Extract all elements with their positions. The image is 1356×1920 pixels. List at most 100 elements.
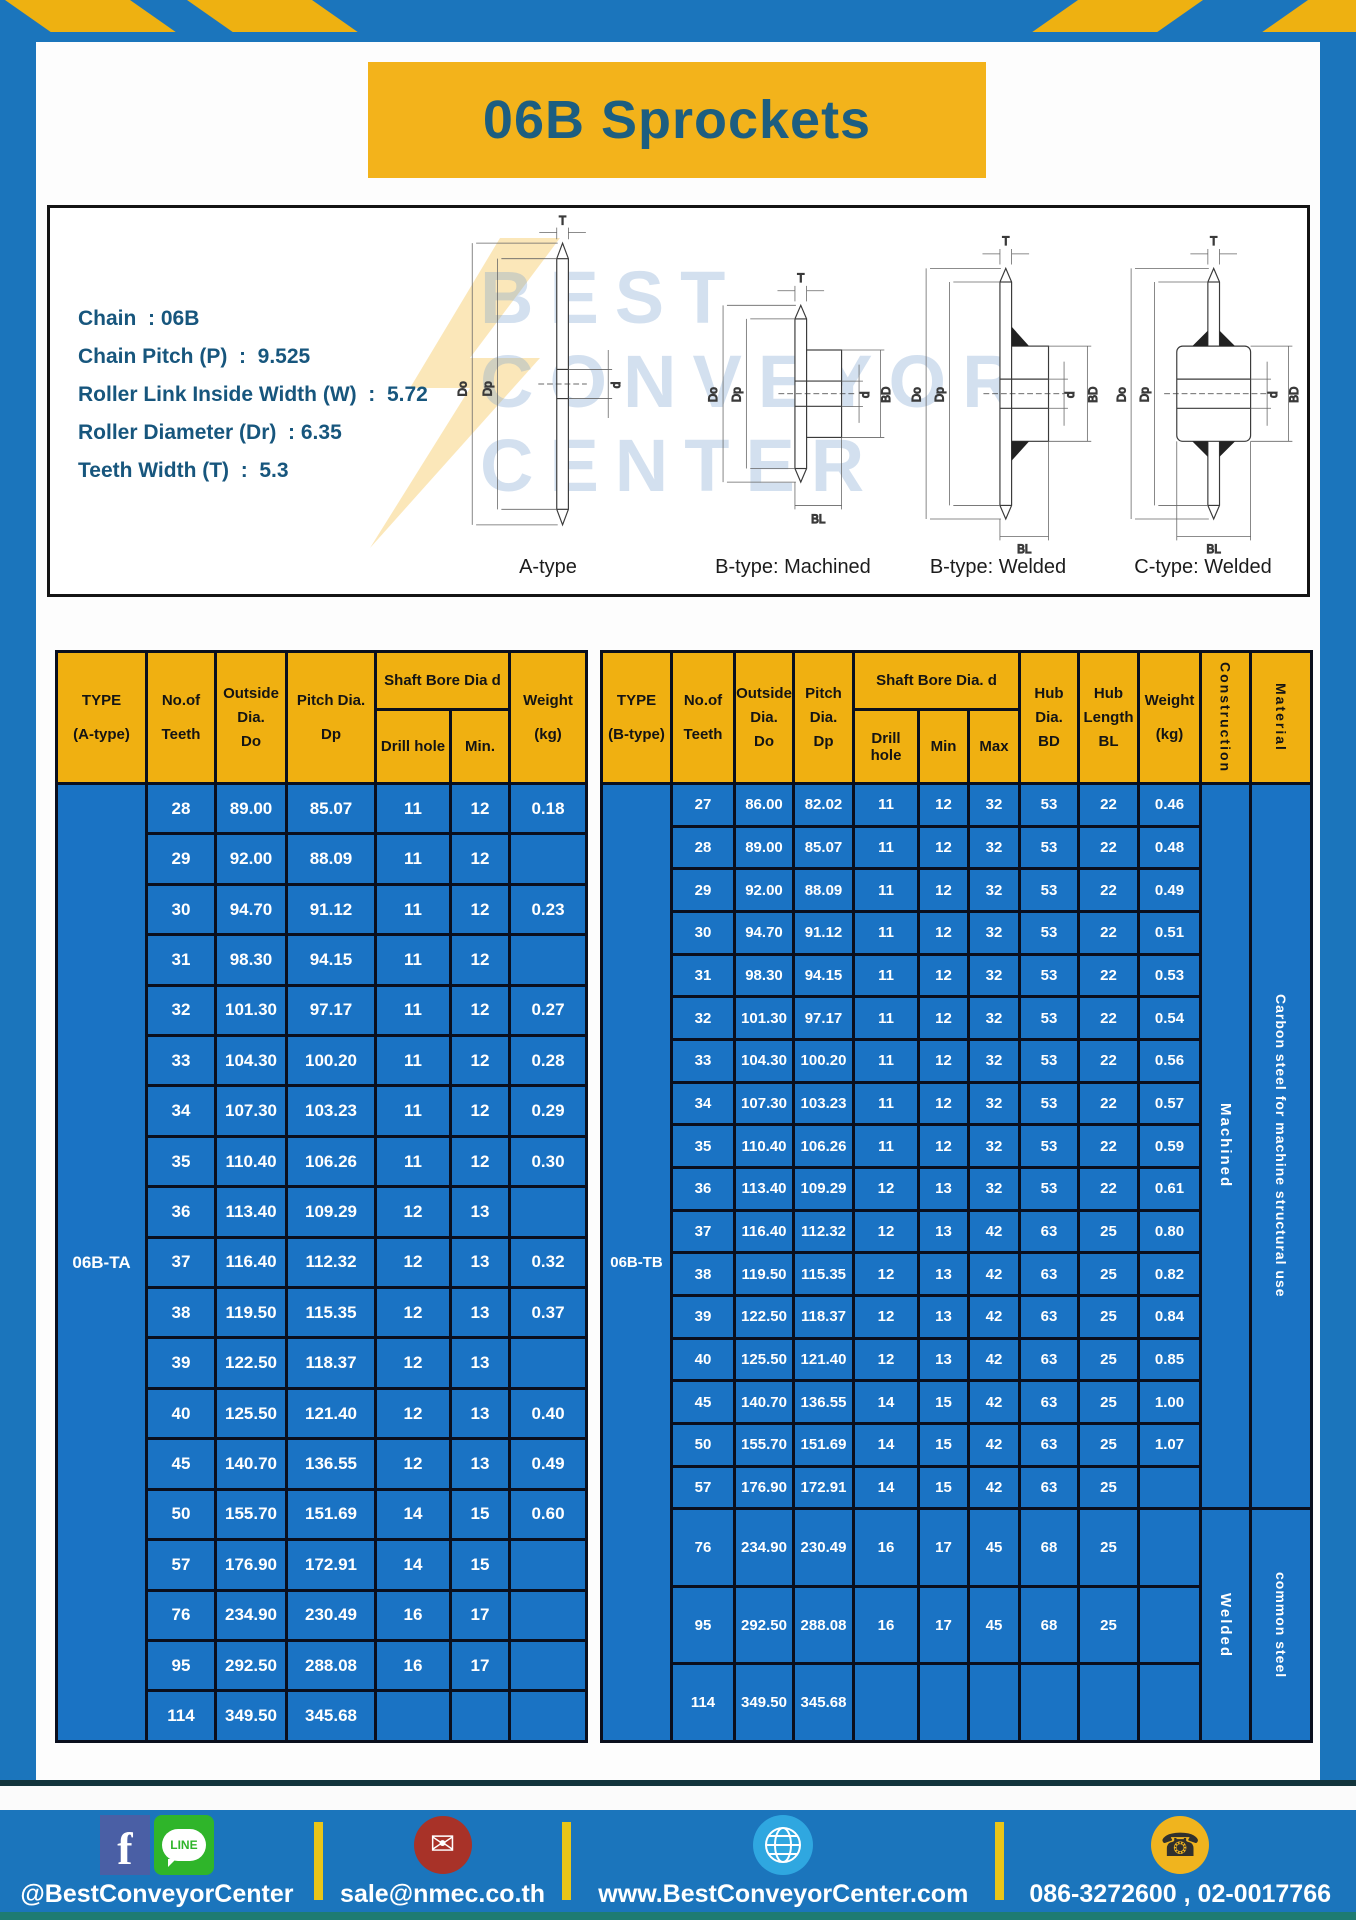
spec-line: Teeth Width (T) : 5.3 xyxy=(78,459,289,482)
svg-text:Do: Do xyxy=(456,381,469,396)
col-header-material: Material xyxy=(1249,650,1314,785)
table-cell: 63 xyxy=(1018,1379,1081,1425)
table-cell: 22 xyxy=(1077,995,1141,1041)
table-row: 06B-TB 27 86.00 82.02 11 12 32 53 22 0.46 Machined… xyxy=(600,781,1314,1743)
panel-bottom-edge xyxy=(0,1780,1356,1786)
table-cell: 14 xyxy=(374,1487,452,1542)
table-cell: 82.02 xyxy=(792,782,855,828)
table-cell: 16 xyxy=(852,1584,920,1666)
table-cell: 349.50 xyxy=(733,1662,795,1743)
table-cell: 114 xyxy=(670,1662,736,1743)
table-row: 32 101.30 97.17 11 12 32 53 22 0.54 xyxy=(602,995,1312,1041)
table-cell: 40 xyxy=(145,1386,217,1441)
table-cell: 0.85 xyxy=(1137,1336,1203,1383)
table-cell: 22 xyxy=(1077,1165,1141,1212)
table-cell: 25 xyxy=(1077,1293,1141,1340)
table-cell: 0.32 xyxy=(508,1235,588,1290)
table-cell: 22 xyxy=(1077,1037,1141,1084)
svg-text:T: T xyxy=(797,272,804,285)
table-cell: 32 xyxy=(145,983,217,1038)
table-cell: 110.40 xyxy=(733,1123,795,1169)
table-cell: 15 xyxy=(917,1421,970,1468)
footer-divider xyxy=(313,1822,323,1900)
table-cell: 292.50 xyxy=(214,1638,288,1693)
col-header-pitch-dia: Pitch Dia. Dp xyxy=(285,650,377,785)
table-cell: 13 xyxy=(449,1437,511,1491)
table-cell: 12 xyxy=(852,1293,920,1340)
table-cell: 230.49 xyxy=(792,1507,855,1588)
table-cell: 25 xyxy=(1077,1336,1141,1383)
table-cell: 63 xyxy=(1018,1336,1081,1383)
table-cell: 114 xyxy=(145,1689,217,1743)
table-cell: 27 xyxy=(670,782,736,828)
col-header-hub-dia: Hub Dia. BD xyxy=(1018,650,1081,785)
svg-text:BD: BD xyxy=(1288,387,1301,403)
svg-text:Do: Do xyxy=(707,387,720,402)
table-cell: 113.40 xyxy=(733,1165,795,1212)
table-cell: 97.17 xyxy=(792,995,855,1041)
spec-line: Roller Diameter (Dr) : 6.35 xyxy=(78,421,342,444)
table-cell xyxy=(508,1538,588,1592)
table-cell: 22 xyxy=(1077,1123,1141,1169)
table-cell: 11 xyxy=(374,882,452,937)
table-cell: 100.20 xyxy=(285,1034,377,1088)
drawing-caption: A-type xyxy=(519,556,577,578)
table-cell: 50 xyxy=(670,1421,736,1468)
col-header-teeth: No.of Teeth xyxy=(145,650,217,785)
svg-text:BD: BD xyxy=(880,387,893,403)
table-cell: 88.09 xyxy=(792,867,855,913)
table-cell: 42 xyxy=(966,1251,1022,1297)
table-cell: 155.70 xyxy=(214,1487,288,1542)
table-row: 76 234.90 230.49 16 17 45 68 25 Welded common ste… xyxy=(602,1507,1314,1743)
table-cell: 12 xyxy=(449,933,511,987)
table-cell: 94.70 xyxy=(733,909,795,956)
table-cell: 45 xyxy=(145,1437,217,1491)
table-cell: 12 xyxy=(852,1251,920,1297)
table-row: 38 119.50 115.35 12 13 42 63 25 0.82 xyxy=(602,1251,1312,1297)
table-cell: 115.35 xyxy=(792,1251,855,1297)
table-cell: 0.80 xyxy=(1137,1208,1203,1255)
table-cell: 0.46 xyxy=(1137,782,1203,828)
table-cell: 37 xyxy=(670,1208,736,1255)
table-cell: 16 xyxy=(852,1507,920,1588)
table-cell: 53 xyxy=(1018,909,1081,956)
table-cell: 12 xyxy=(374,1235,452,1290)
col-header-outside-dia: Outside Dia. Do xyxy=(214,650,288,785)
table-row: 34 107.30 103.23 11 12 32 53 22 0.57 xyxy=(602,1080,1312,1127)
spec-line: Chain : 06B xyxy=(78,307,200,330)
table-cell: 0.61 xyxy=(1137,1165,1203,1212)
table-cell: 88.09 xyxy=(285,832,377,886)
table-cell: 63 xyxy=(1018,1421,1081,1468)
table-b-body: 06B-TB 27 86.00 82.02 11 12 32 53 22 0.46 Machined… xyxy=(600,781,1314,1743)
table-cell: 12 xyxy=(374,1185,452,1239)
table-cell: 12 xyxy=(917,1037,970,1084)
table-cell: 288.08 xyxy=(285,1638,377,1693)
table-cell: 172.91 xyxy=(285,1538,377,1592)
sprocket-drawing-c-welded: T Do Dp d BD BL xyxy=(1093,214,1313,557)
table-cell: 42 xyxy=(966,1464,1022,1511)
table-cell: 32 xyxy=(966,952,1022,999)
table-cell: 0.84 xyxy=(1137,1293,1203,1340)
table-cell: 32 xyxy=(966,824,1022,871)
table-cell: 11 xyxy=(374,933,452,987)
table-cell: 101.30 xyxy=(733,995,795,1041)
table-cell: 32 xyxy=(966,1123,1022,1169)
corner-stripe xyxy=(1262,0,1356,32)
table-cell xyxy=(508,933,588,987)
table-cell: 39 xyxy=(145,1336,217,1390)
table-row: 114 349.50 345.68 xyxy=(602,1662,1312,1743)
table-cell: 98.30 xyxy=(214,933,288,987)
table-cell: 11 xyxy=(852,824,920,871)
table-cell: 13 xyxy=(917,1336,970,1383)
table-cell: 31 xyxy=(670,952,736,999)
table-cell xyxy=(966,1662,1022,1743)
table-cell: 28 xyxy=(670,824,736,871)
table-cell: 86.00 xyxy=(733,782,795,828)
table-cell: 68 xyxy=(1018,1584,1081,1666)
phone-numbers: 086-3272600 , 02-0017766 xyxy=(1029,1879,1332,1908)
sprocket-drawing-b-machined: T Do Dp d BD BL xyxy=(683,214,903,554)
table-cell: 25 xyxy=(1077,1421,1141,1468)
table-cell: 85.07 xyxy=(285,781,377,836)
table-b-type: TYPE (B-type) No.of Teeth Outside Dia. Do … xyxy=(600,650,1314,1743)
